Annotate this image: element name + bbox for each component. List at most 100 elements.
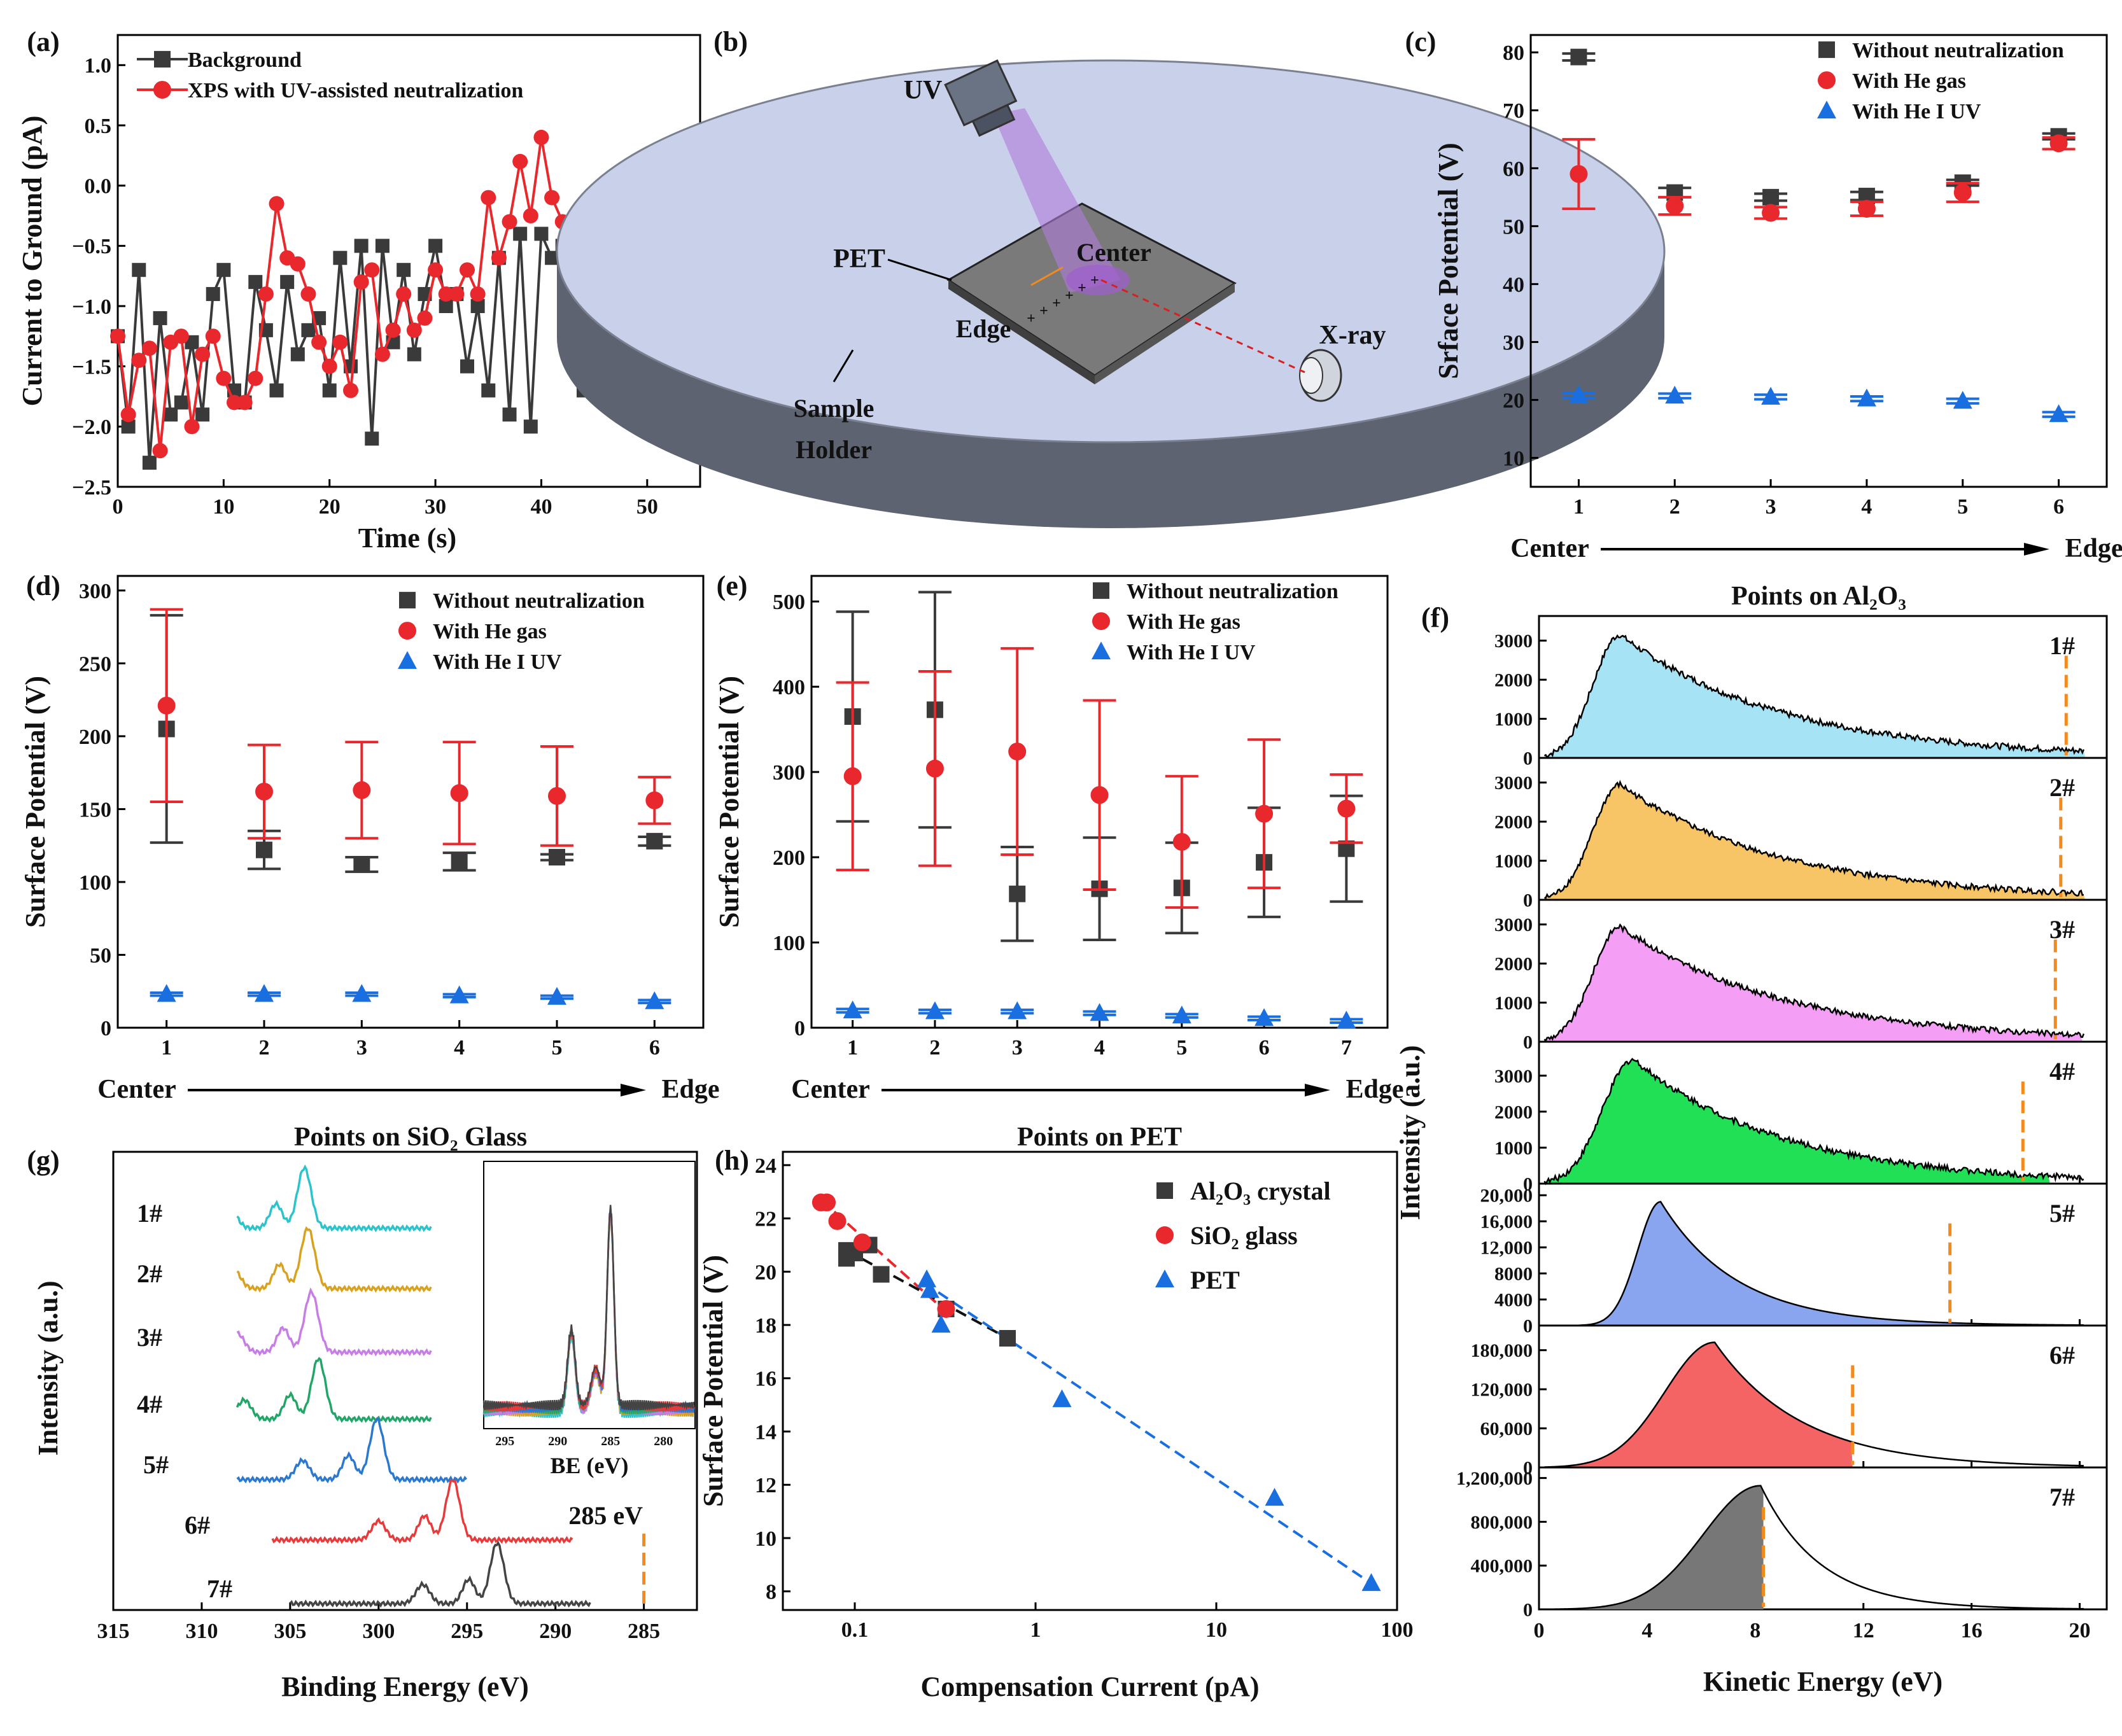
a-x-tick-label: 40 <box>530 495 552 519</box>
a-x-tick-label: 10 <box>213 495 234 519</box>
h-legend-marker <box>1156 1182 1173 1199</box>
f0-y-tick-label: 0 <box>1523 748 1533 769</box>
e-data-point <box>1090 1003 1109 1021</box>
f0-label: 1# <box>2049 631 2075 660</box>
panel-e-pet-potential: 1 2 3 4 5 6 7 0 100 200 300 400 500 Without neutraliz… <box>713 570 1404 1152</box>
a-data-point <box>354 239 369 253</box>
f4-label: 5# <box>2049 1199 2075 1228</box>
c-y-tick-label: 10 <box>1503 447 1524 470</box>
a-data-point <box>523 208 538 223</box>
d-legend-label: Without neutralization <box>433 589 645 613</box>
a-x-tick-label: 50 <box>636 495 658 519</box>
f-x-tick-label: 16 <box>1961 1619 1983 1642</box>
g-x-tick-label: 295 <box>451 1620 483 1643</box>
f-x-tick-label: 0 <box>1534 1619 1545 1642</box>
f0-spectrum-line <box>1543 634 2085 759</box>
f3-spectrum-fill <box>1544 1059 2050 1184</box>
a-data-point <box>280 275 295 290</box>
f-y-axis-title: Intensity (a.u.) <box>1395 1045 1426 1220</box>
f2-label: 3# <box>2049 915 2075 944</box>
f-x-axis-title: Kinetic Energy (eV) <box>1703 1666 1943 1697</box>
a-legend-label: Background <box>188 48 302 72</box>
d-data-point <box>255 782 273 801</box>
d-y-axis-title: Surface Potential (V) <box>20 676 51 928</box>
uv-beam <box>993 108 1120 293</box>
a-data-point <box>269 383 284 398</box>
f4-spectrum-line <box>1544 1201 2084 1327</box>
c-data-point <box>1953 183 1972 202</box>
h-y-tick-label: 14 <box>755 1420 776 1444</box>
g-inset-tick-label: 280 <box>654 1434 673 1448</box>
g-spectrum-0 <box>236 1164 432 1233</box>
g-series-label: 2# <box>137 1259 162 1288</box>
center-label: Center <box>1076 238 1151 267</box>
d-data-point <box>646 832 663 850</box>
g-inset-tick-label: 285 <box>601 1434 620 1448</box>
d-data-point <box>450 784 468 802</box>
plot-frame <box>1529 34 2108 488</box>
f2-spectrum-fill <box>1544 925 2083 1042</box>
d-data-point <box>157 984 176 1002</box>
a-data-point <box>502 407 517 422</box>
a-data-point <box>237 395 253 410</box>
a-data-point <box>374 346 390 362</box>
panel-g-xps-spectra: 315 310 305 300 295 290 285 1# 2# 3# 4# 5# 6# 7# 285 e… <box>27 1145 698 1702</box>
d-data-point <box>451 853 468 870</box>
a-data-point <box>290 347 305 361</box>
a-data-point <box>332 334 348 350</box>
measurement-point: + <box>1052 295 1061 312</box>
a-data-point <box>470 286 486 302</box>
f2-y-tick-label: 0 <box>1523 1032 1533 1053</box>
pet-pointer <box>887 258 952 281</box>
h-fit-pet <box>922 1281 1372 1585</box>
e-x-tick-label: 1 <box>847 1036 858 1060</box>
f2-y-tick-label: 3000 <box>1494 914 1533 935</box>
e-legend-label: With He gas <box>1127 610 1240 634</box>
a-data-point <box>385 322 401 338</box>
d-arrow-right-label: Edge <box>661 1075 719 1104</box>
h-y-tick-label: 24 <box>755 1154 776 1178</box>
pet-label: PET <box>833 244 885 274</box>
h-legend-label: PET <box>1190 1266 1240 1294</box>
f0-y-tick-label: 3000 <box>1494 631 1533 652</box>
a-data-point <box>513 227 528 241</box>
f0-spectrum-fill <box>1544 635 2086 758</box>
edge-arrow <box>1030 266 1064 286</box>
b-panel-label: (b) <box>713 26 748 57</box>
d-y-tick-label: 250 <box>79 652 111 676</box>
c-arrow-right-label: Edge <box>2065 534 2122 563</box>
c-y-tick-label: 70 <box>1503 99 1524 123</box>
pet-sample-edge <box>1095 283 1235 384</box>
h-legend-label: SiO₂ glass <box>1190 1221 1298 1250</box>
e-x-tick-label: 7 <box>1341 1036 1352 1060</box>
d-y-tick-label: 0 <box>101 1017 111 1040</box>
d-data-point <box>256 841 272 858</box>
a-y-tick-label: 0.5 <box>85 115 112 138</box>
f5-y-tick-label: 0 <box>1523 1458 1533 1479</box>
a-data-point <box>195 346 211 362</box>
d-x-tick-label: 4 <box>454 1036 465 1060</box>
xray-source-window <box>1299 357 1323 394</box>
h-data-point <box>818 1193 836 1212</box>
h-data-point <box>999 1330 1016 1347</box>
f5-label: 6# <box>2049 1341 2075 1369</box>
f3-y-tick-label: 1000 <box>1494 1138 1533 1159</box>
f4-y-tick-label: 0 <box>1523 1316 1533 1337</box>
a-y-tick-label: 1.0 <box>85 54 112 78</box>
a-data-point <box>184 419 200 435</box>
c-data-point <box>1762 188 1780 206</box>
d-y-tick-label: 200 <box>79 725 111 749</box>
f3-y-tick-label: 2000 <box>1494 1102 1533 1123</box>
e-y-tick-label: 200 <box>773 846 805 870</box>
a-data-point <box>174 395 188 410</box>
c-data-point <box>2049 404 2069 423</box>
a-data-point <box>375 239 390 253</box>
c-data-point <box>1666 197 1684 215</box>
f-panel-label: (f) <box>1421 602 1449 633</box>
a-data-point <box>248 370 263 386</box>
c-data-point <box>1570 48 1587 66</box>
e-data-point <box>1172 1005 1191 1024</box>
e-legend-label: Without neutralization <box>1127 580 1339 603</box>
e-x-axis-title: Points on PET <box>1017 1123 1182 1152</box>
